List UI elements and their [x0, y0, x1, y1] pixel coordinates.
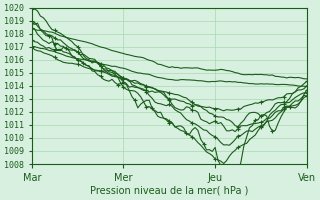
X-axis label: Pression niveau de la mer( hPa ): Pression niveau de la mer( hPa ) — [90, 186, 248, 196]
